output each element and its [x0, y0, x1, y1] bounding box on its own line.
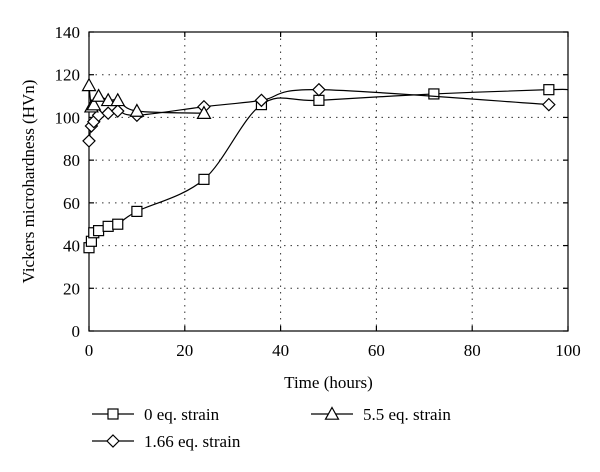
data-point [198, 173, 210, 185]
y-tick-label: 60 [63, 194, 80, 213]
x-tick-label: 100 [555, 341, 581, 360]
legend-label: 0 eq. strain [144, 405, 220, 424]
legend: 0 eq. strain 1.66 eq. strain 5.5 eq. strai… [92, 405, 451, 451]
data-point [82, 134, 96, 148]
x-tick-label: 0 [85, 341, 94, 360]
data-point [102, 220, 114, 232]
data-point [131, 205, 143, 217]
series-square [83, 84, 569, 254]
legend-marker [107, 408, 119, 420]
legend-marker [106, 434, 120, 448]
y-axis-title: Vickers microhardness (HVn) [19, 80, 38, 284]
y-tick-label: 0 [72, 322, 81, 341]
data-point [91, 88, 107, 102]
data-point [313, 94, 325, 106]
series-layer [81, 77, 569, 254]
plot-area-frame [88, 31, 569, 332]
data-point [543, 84, 555, 96]
data-point [81, 77, 97, 92]
series-diamond [82, 82, 556, 148]
legend-item: 5.5 eq. strain [311, 405, 451, 424]
legend-item: 0 eq. strain [92, 405, 220, 424]
legend-marker [324, 406, 340, 420]
y-tick-label: 80 [63, 151, 80, 170]
x-tick-label: 40 [272, 341, 289, 360]
series-triangle [81, 77, 212, 119]
legend-label: 1.66 eq. strain [144, 432, 241, 451]
x-tick-label: 80 [464, 341, 481, 360]
y-tick-label: 120 [55, 66, 81, 85]
y-tick-label: 140 [55, 23, 81, 42]
y-tick-label: 40 [63, 237, 80, 256]
data-point [100, 92, 116, 107]
data-point [129, 103, 145, 117]
data-point [312, 82, 326, 97]
data-point [110, 104, 125, 118]
data-point [101, 106, 116, 121]
legend-label: 5.5 eq. strain [363, 405, 451, 424]
data-point [196, 105, 212, 119]
data-point [86, 96, 102, 111]
data-point [541, 97, 556, 112]
x-tick-label: 60 [368, 341, 385, 360]
legend-item: 1.66 eq. strain [92, 432, 241, 451]
data-point [428, 88, 440, 100]
y-tick-label: 100 [55, 108, 81, 127]
x-axis-title: Time (hours) [284, 373, 373, 392]
data-point [110, 92, 126, 107]
data-point [112, 218, 124, 230]
y-tick-label: 20 [63, 279, 80, 298]
x-tick-label: 20 [176, 341, 193, 360]
grid-lines [89, 32, 568, 331]
data-point [254, 93, 269, 108]
data-point [92, 225, 105, 237]
axis-ticks: 0 20 40 60 80 100 120 140 0 20 40 60 80 100 [55, 23, 581, 360]
